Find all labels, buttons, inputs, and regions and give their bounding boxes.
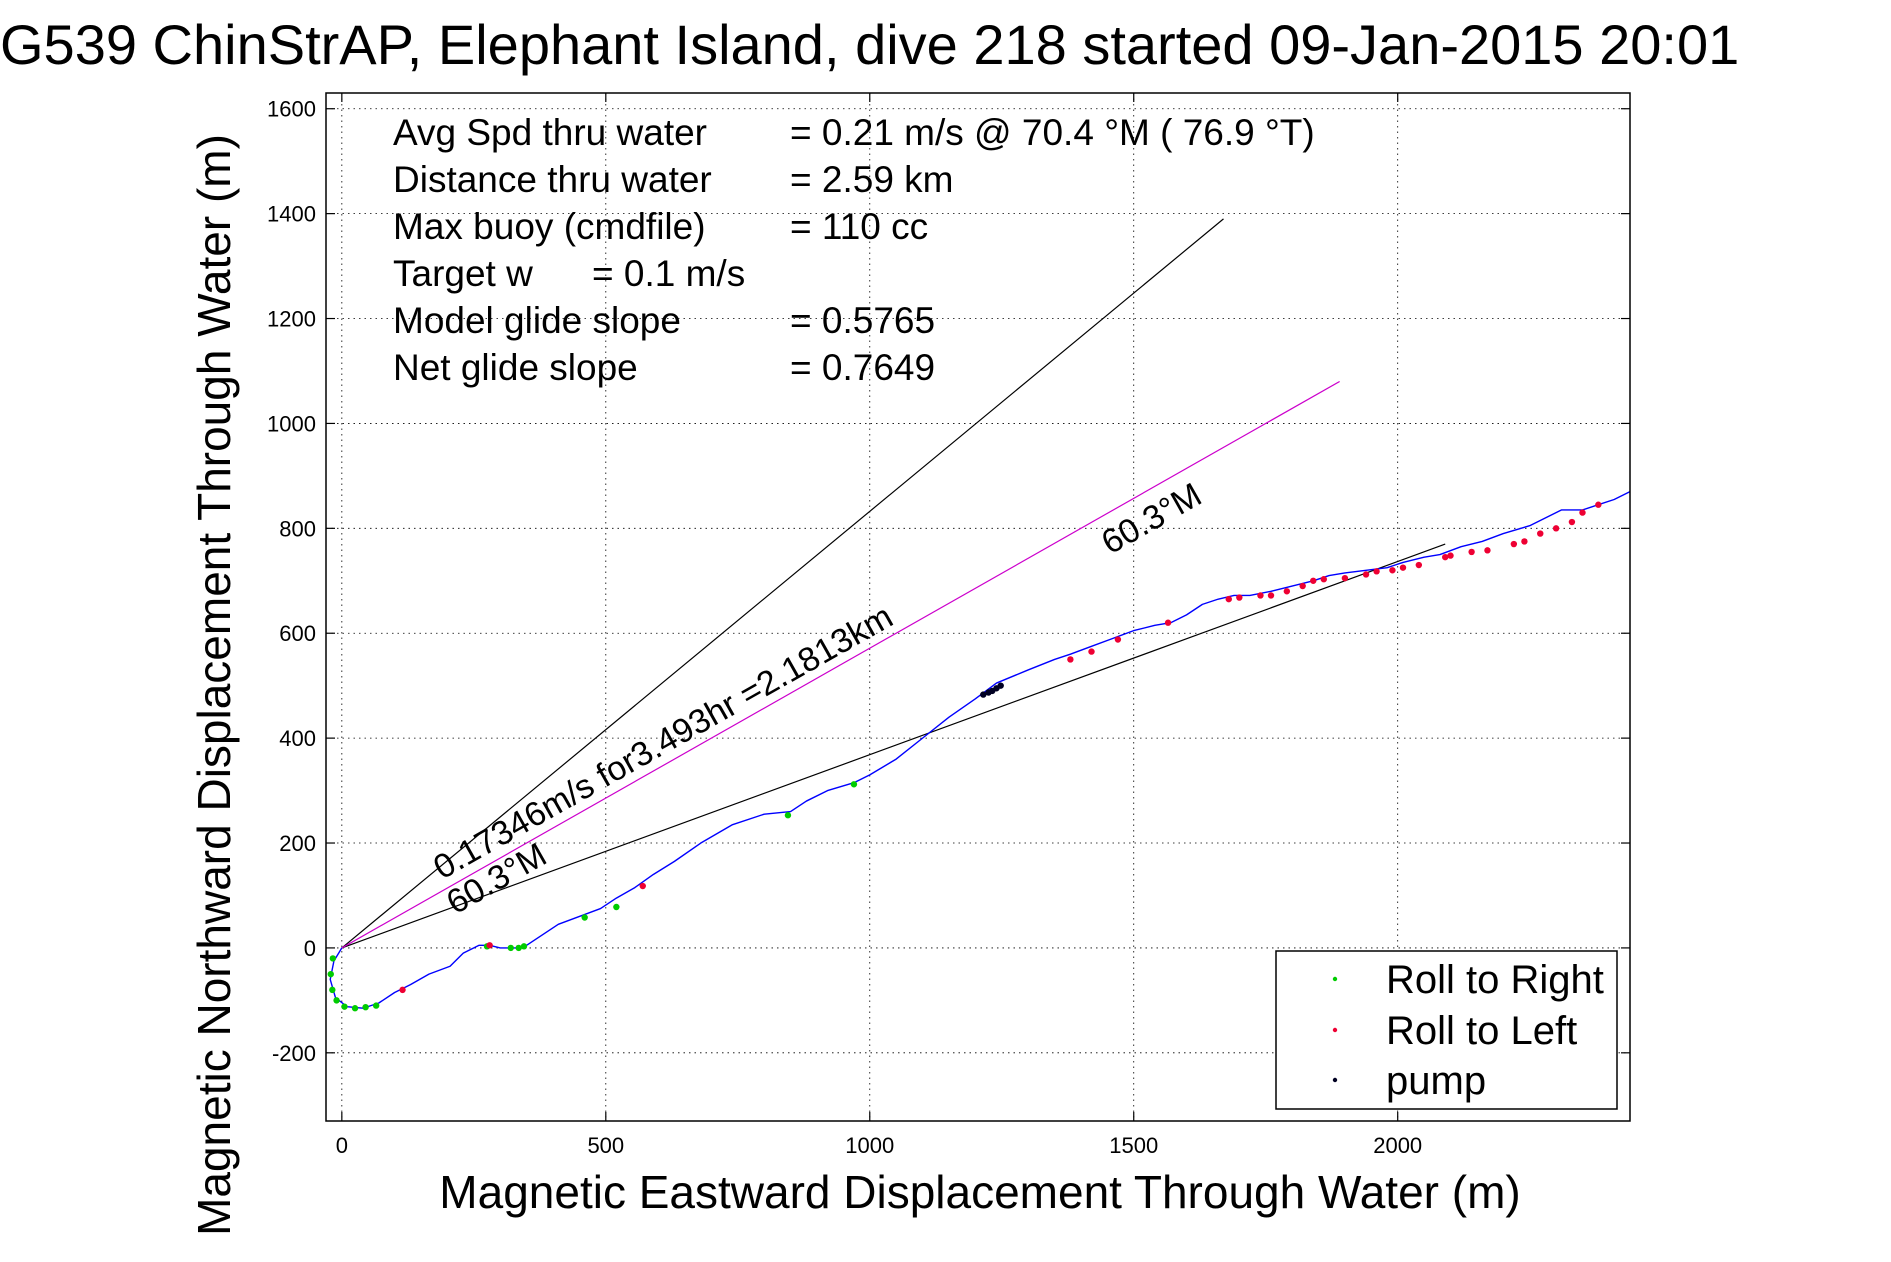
marker-roll-to-left xyxy=(1257,592,1264,599)
marker-roll-to-left xyxy=(1236,594,1243,601)
x-tick-label: 0 xyxy=(336,1133,348,1158)
marker-roll-to-left xyxy=(1510,540,1518,548)
marker-roll-to-right xyxy=(520,943,528,950)
marker-roll-to-left xyxy=(639,882,646,890)
marker-roll-to-right xyxy=(784,812,792,819)
marker-roll-to-left xyxy=(1484,547,1491,554)
legend-label-roll-right: Roll to Right xyxy=(1386,958,1604,1002)
marker-roll-to-left xyxy=(1442,553,1449,561)
marker-roll-to-left xyxy=(1521,538,1528,545)
y-tick-label: 200 xyxy=(279,831,316,856)
chart-title: G539 ChinStrAP, Elephant Island, dive 21… xyxy=(0,13,1739,76)
marker-roll-to-left xyxy=(1447,552,1454,559)
track-line xyxy=(329,490,1631,1009)
stat-label-avg-speed: Avg Spd thru water xyxy=(393,112,707,153)
marker-roll-to-left xyxy=(1468,548,1475,556)
marker-roll-to-left xyxy=(1537,530,1544,537)
marker-roll-to-left xyxy=(1399,564,1407,571)
legend-label-roll-left: Roll to Left xyxy=(1386,1009,1577,1053)
marker-pump xyxy=(980,691,987,698)
legend-marker-pump xyxy=(1332,1077,1338,1083)
marker-roll-to-left xyxy=(1267,592,1275,599)
plot-area: 0 500 1000 1500 2000 -200 0 200 400 600 800 1000 120… xyxy=(267,92,1631,1158)
marker-roll-to-right xyxy=(327,970,334,978)
marker-roll-to-right xyxy=(515,944,522,952)
reference-line-upper-bound xyxy=(341,218,1224,949)
legend-marker-roll-right xyxy=(1332,976,1338,982)
x-tick-label: 1000 xyxy=(845,1133,894,1158)
y-tick-label: 0 xyxy=(304,936,316,961)
marker-roll-to-left xyxy=(1299,582,1306,590)
stat-label-target-w: Target w xyxy=(393,253,533,294)
marker-roll-to-right xyxy=(613,903,620,911)
y-axis-label: Magnetic Northward Displacement Through … xyxy=(188,134,240,1236)
legend: Roll to Right Roll to Left pump xyxy=(1275,950,1618,1110)
marker-roll-to-left xyxy=(1341,574,1349,582)
plot-frame xyxy=(325,92,1631,1122)
marker-roll-to-left xyxy=(1595,501,1602,508)
marker-roll-to-left xyxy=(1067,656,1074,663)
marker-roll-to-left xyxy=(1362,571,1370,578)
stat-value-target-w: = 0.1 m/s xyxy=(592,253,745,294)
marker-roll-to-left xyxy=(1283,588,1291,595)
stat-value-avg-speed: = 0.21 m/s @ 70.4 °M ( 76.9 °T) xyxy=(790,112,1315,153)
marker-roll-to-left xyxy=(1552,525,1560,532)
marker-roll-to-right xyxy=(362,1003,369,1011)
stat-label-model-glide: Model glide slope xyxy=(393,300,681,341)
y-tick-label: 1000 xyxy=(267,411,316,436)
marker-roll-to-left xyxy=(399,986,406,994)
marker-roll-to-left xyxy=(1088,648,1095,655)
marker-roll-to-right xyxy=(329,955,337,962)
x-tick-label: 2000 xyxy=(1373,1133,1422,1158)
marker-roll-to-left xyxy=(486,942,493,949)
marker-roll-to-left xyxy=(1389,567,1396,574)
stats-box: Avg Spd thru water = 0.21 m/s @ 70.4 °M … xyxy=(393,112,1315,388)
marker-roll-to-left xyxy=(1225,595,1232,603)
x-tick-label: 500 xyxy=(587,1133,624,1158)
marker-roll-to-left xyxy=(1373,568,1380,575)
marker-pump xyxy=(997,682,1004,689)
legend-marker-roll-left xyxy=(1332,1027,1338,1033)
marker-roll-to-right xyxy=(507,944,514,952)
marker-roll-to-left xyxy=(1320,576,1327,583)
stat-value-model-glide: = 0.5765 xyxy=(790,300,935,341)
marker-roll-to-left xyxy=(1579,509,1586,516)
stat-value-distance: = 2.59 km xyxy=(790,159,954,200)
marker-roll-to-left xyxy=(1568,518,1576,526)
marker-roll-to-right xyxy=(581,914,588,921)
stat-label-distance: Distance thru water xyxy=(393,159,712,200)
marker-roll-to-left xyxy=(1415,561,1423,569)
x-axis-label: Magnetic Eastward Displacement Through W… xyxy=(439,1166,1520,1218)
y-tick-label: -200 xyxy=(272,1041,316,1066)
marker-roll-to-right xyxy=(372,1002,380,1009)
legend-label-pump: pump xyxy=(1386,1059,1486,1103)
marker-roll-to-left xyxy=(1114,636,1122,643)
y-tick-label: 1400 xyxy=(267,202,316,227)
stat-value-net-glide: = 0.7649 xyxy=(790,347,935,388)
x-tick-label: 1500 xyxy=(1109,1133,1158,1158)
stat-value-max-buoy: = 110 cc xyxy=(790,206,928,247)
stat-label-max-buoy: Max buoy (cmdfile) xyxy=(393,206,706,247)
marker-roll-to-left xyxy=(1164,619,1172,626)
marker-roll-to-right xyxy=(351,1005,359,1012)
marker-roll-to-left xyxy=(1310,577,1317,584)
y-tick-label: 1600 xyxy=(267,97,316,122)
y-tick-label: 1200 xyxy=(267,307,316,332)
annotation-speed: 0.17346m/s for3.493hr =2.1813km xyxy=(427,597,899,886)
marker-roll-to-right xyxy=(329,986,336,994)
reference-line-lower-bound xyxy=(341,543,1446,949)
marker-roll-to-right xyxy=(333,997,340,1004)
reference-line-net-heading xyxy=(341,380,1340,949)
y-tick-label: 800 xyxy=(279,516,316,541)
stat-label-net-glide: Net glide slope xyxy=(393,347,638,388)
marker-roll-to-right xyxy=(341,1003,348,1010)
marker-roll-to-right xyxy=(850,781,858,788)
y-tick-label: 400 xyxy=(279,726,316,751)
y-tick-label: 600 xyxy=(279,621,316,646)
